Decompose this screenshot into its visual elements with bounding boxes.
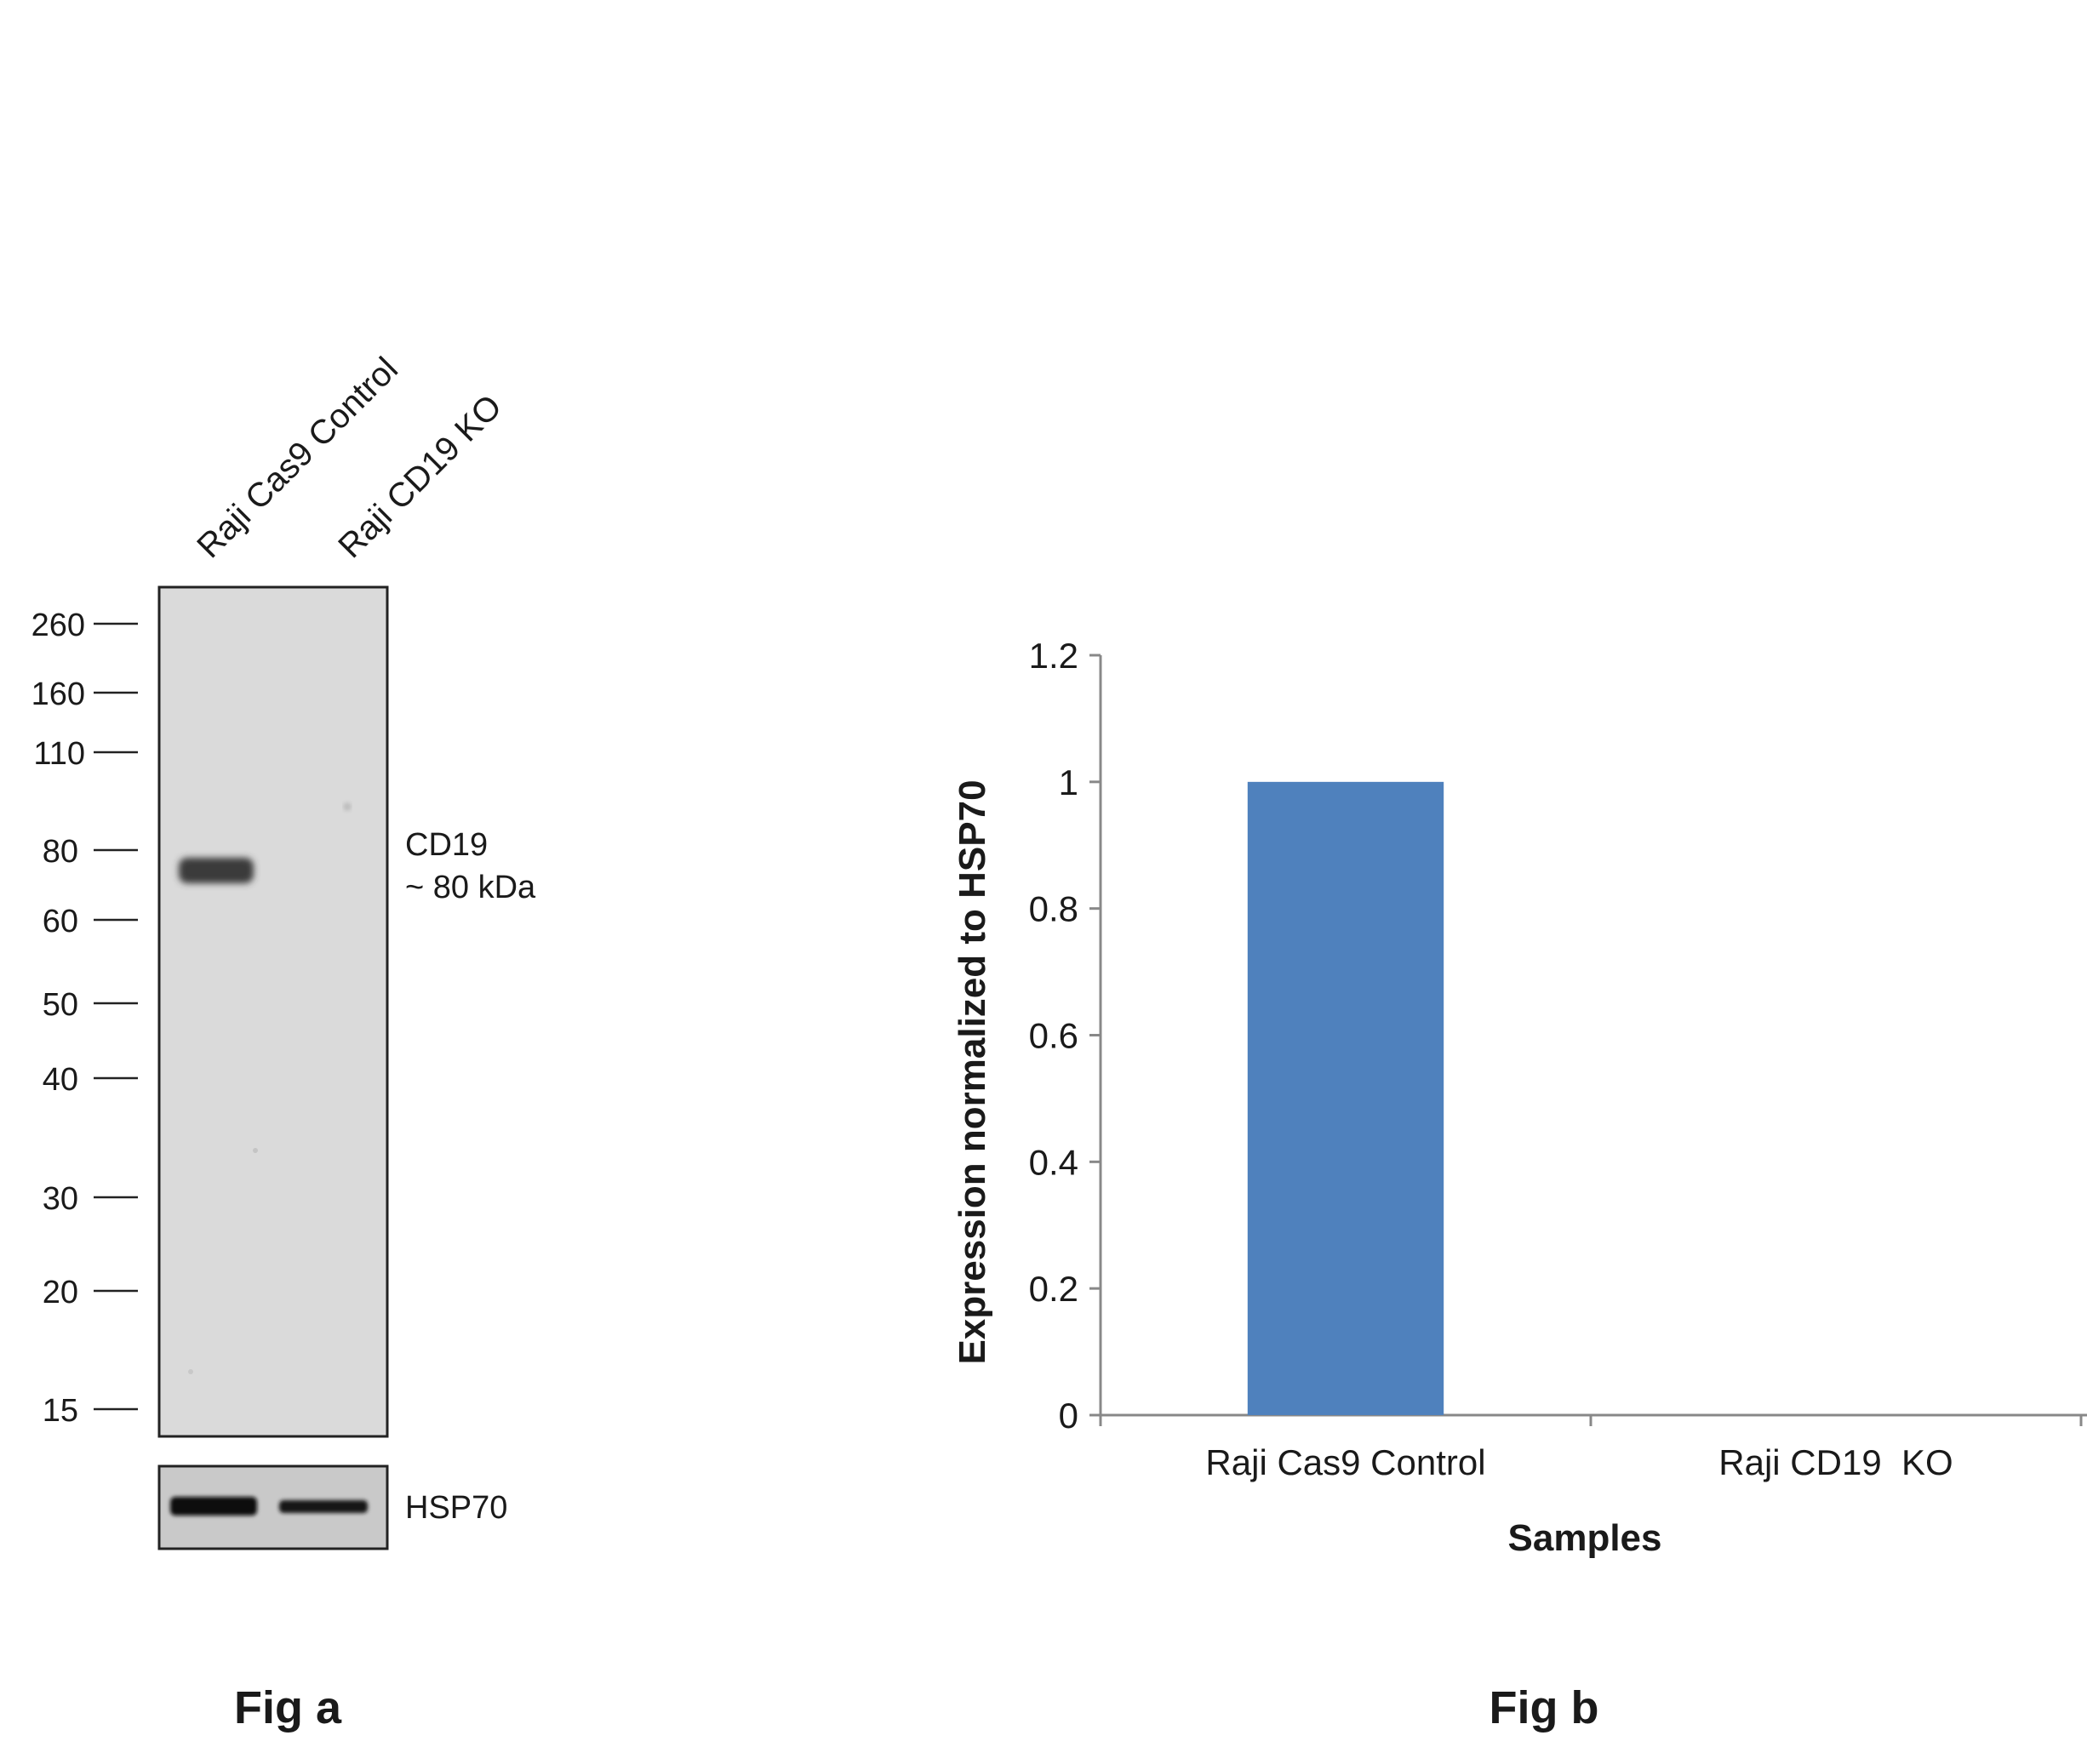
y-tick-label: 0 xyxy=(1059,1396,1078,1436)
membrane-speck xyxy=(188,1369,193,1374)
y-tick-label: 0.4 xyxy=(1029,1142,1078,1182)
y-tick-label: 0.8 xyxy=(1029,889,1078,929)
marker-label: 60 xyxy=(43,904,78,939)
y-ticks: 0 0.2 0.4 0.6 0.8 1 1.2 xyxy=(1029,636,1101,1436)
bar-chart: 00.20.40.60.811.2 Raji Cas9 Control Raji … xyxy=(952,636,2087,1733)
fig-b-label: Fig b xyxy=(1489,1682,1599,1733)
x-ticks xyxy=(1099,1415,2083,1426)
western-blot-panel: Raji Cas9 Control Raji CD19 KO 260 160 1… xyxy=(31,351,536,1733)
fig-a-label: Fig a xyxy=(234,1682,342,1733)
hsp70-band-lane-1 xyxy=(170,1497,257,1516)
marker-label: 80 xyxy=(43,834,78,870)
marker-label: 15 xyxy=(43,1393,78,1429)
bars xyxy=(1247,781,1444,1415)
marker-label: 20 xyxy=(43,1275,78,1310)
hsp70-band-lane-2 xyxy=(279,1500,368,1513)
membrane-speck xyxy=(343,802,352,811)
bar-1 xyxy=(1247,781,1444,1415)
membrane-speck xyxy=(253,1148,258,1153)
category-label-1: Raji Cas9 Control xyxy=(1205,1442,1485,1482)
marker-label: 50 xyxy=(43,987,78,1023)
cd19-label: CD19 xyxy=(405,827,488,863)
category-labels: Raji Cas9 Control Raji CD19 KO xyxy=(1205,1442,1953,1482)
y-tick-label: 1 xyxy=(1059,762,1078,802)
marker-label: 30 xyxy=(43,1181,78,1217)
marker-label: 260 xyxy=(31,608,85,643)
blot-membrane xyxy=(157,585,389,1438)
y-tick-label: 0.2 xyxy=(1029,1269,1078,1309)
y-axis-title: Expression normalized to HSP70 xyxy=(952,779,993,1364)
x-axis-title: Samples xyxy=(1508,1517,1662,1559)
hsp70-label: HSP70 xyxy=(405,1490,507,1526)
marker-ladder: 260 160 110 80 60 50 40 30 20 15 xyxy=(31,608,138,1429)
y-tick-label: 1.2 xyxy=(1029,636,1078,676)
marker-label: 110 xyxy=(33,736,85,772)
cd19-band xyxy=(179,858,254,883)
y-tick-label: 0.6 xyxy=(1029,1016,1078,1056)
marker-label: 40 xyxy=(43,1062,78,1098)
marker-label: 160 xyxy=(31,676,85,712)
cd19-size-label: ~ 80 kDa xyxy=(405,870,536,905)
category-label-2: Raji CD19 KO xyxy=(1718,1442,1953,1482)
